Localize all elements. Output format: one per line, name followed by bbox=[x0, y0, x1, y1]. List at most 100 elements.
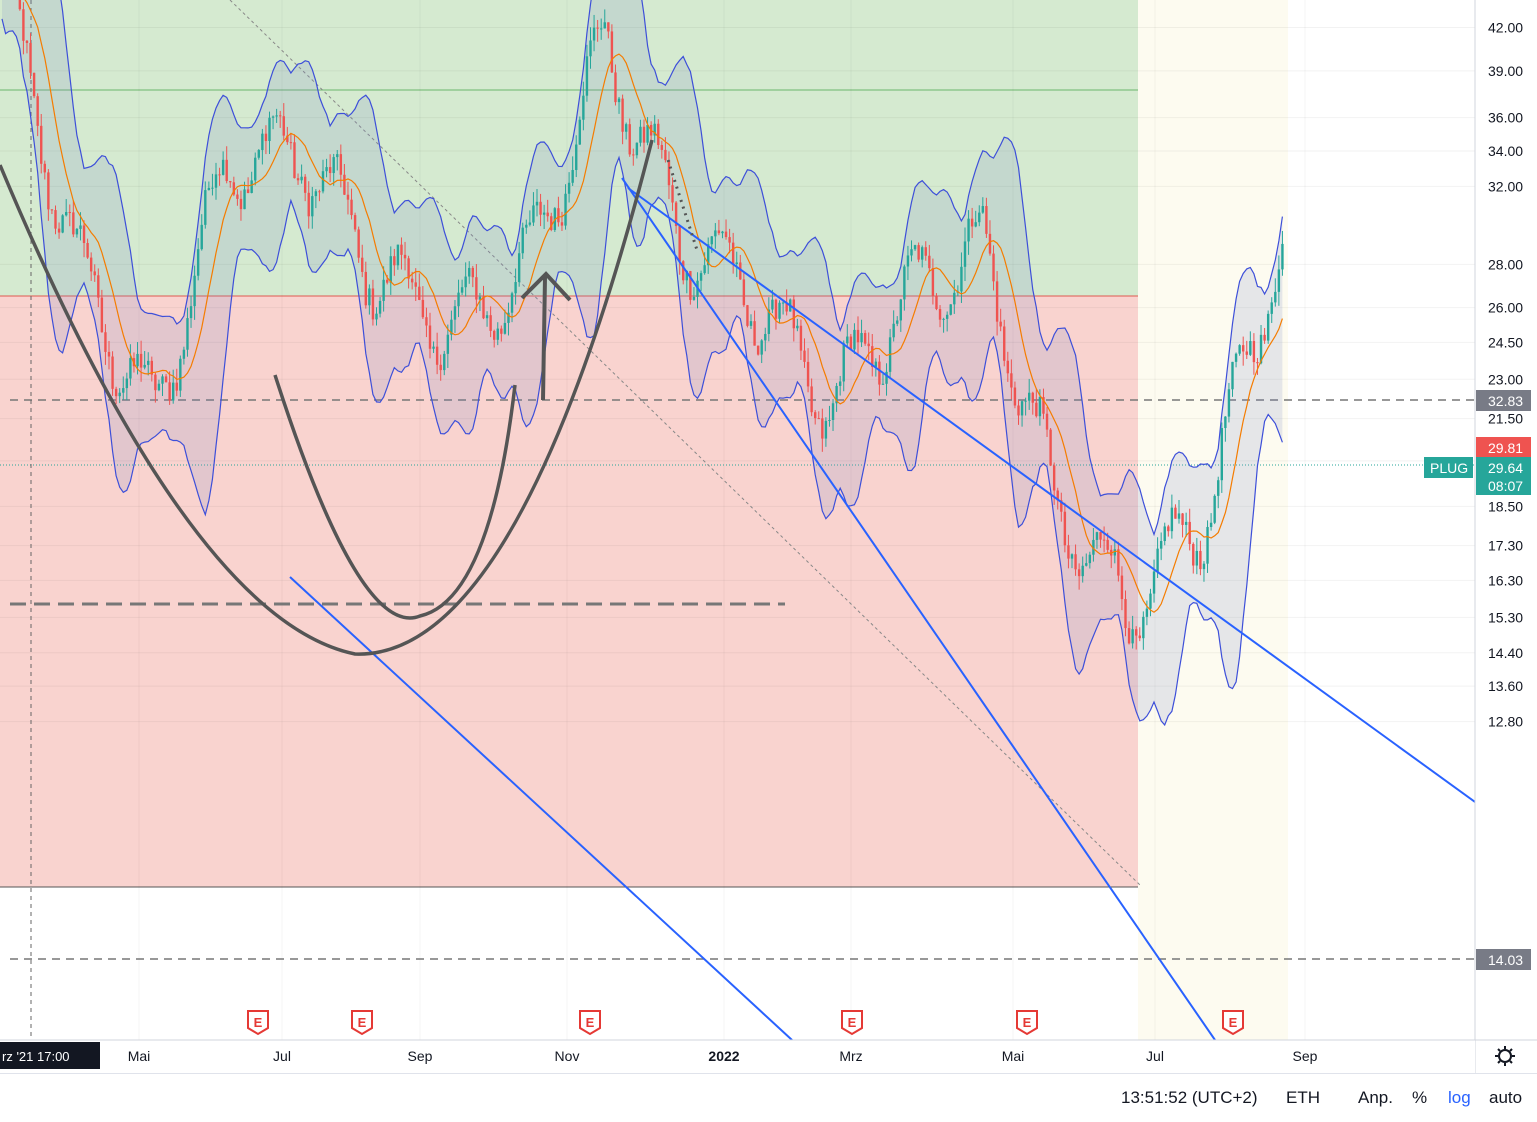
candle-body bbox=[970, 218, 974, 227]
candle-body bbox=[111, 356, 114, 389]
svg-text:rz '21 17:00: rz '21 17:00 bbox=[2, 1049, 70, 1064]
candle-body bbox=[271, 116, 275, 118]
trendline-steep[interactable] bbox=[621, 177, 1216, 1040]
candle-body bbox=[382, 279, 385, 301]
candle-body bbox=[189, 306, 193, 319]
status-bar: 13:51:52 (UTC+2) ETH Anp. % log auto bbox=[0, 1073, 1537, 1122]
candle-body bbox=[953, 292, 956, 305]
price-axis[interactable]: 60.0056.0052.0048.0045.0042.0039.0036.00… bbox=[1424, 0, 1537, 1073]
candle-body bbox=[928, 255, 931, 269]
earnings-marker-label: E bbox=[254, 1015, 263, 1030]
gear-icon[interactable] bbox=[1498, 1049, 1512, 1063]
candle-body bbox=[1081, 565, 1084, 577]
earnings-marker[interactable]: E bbox=[1222, 1010, 1244, 1036]
candle-body bbox=[664, 149, 667, 161]
candle-body bbox=[300, 176, 303, 181]
candle-body bbox=[414, 282, 417, 287]
candle-body bbox=[439, 364, 442, 371]
time-tick-label: Sep bbox=[408, 1048, 433, 1064]
candle-body bbox=[1003, 326, 1006, 361]
candle-body bbox=[172, 382, 175, 401]
candle-body bbox=[1049, 429, 1052, 466]
candle-body bbox=[75, 228, 79, 235]
candle-body bbox=[1067, 545, 1070, 559]
candle-body bbox=[1099, 532, 1102, 540]
candle-body bbox=[1149, 593, 1152, 609]
candle-body bbox=[806, 361, 810, 387]
candle-body bbox=[446, 334, 450, 354]
clock[interactable]: 13:51:52 (UTC+2) bbox=[1121, 1088, 1258, 1107]
candle-body bbox=[764, 333, 767, 341]
earnings-marker[interactable]: E bbox=[1016, 1010, 1038, 1036]
candle-body bbox=[1188, 521, 1191, 545]
candle-body bbox=[257, 150, 260, 158]
candle-body bbox=[945, 314, 949, 319]
candle-body bbox=[921, 247, 924, 260]
candle-body bbox=[557, 208, 560, 223]
cup-curve-large[interactable] bbox=[0, 139, 654, 656]
time-tick-label: Jul bbox=[1146, 1048, 1164, 1064]
candle-body bbox=[221, 159, 225, 175]
candle-body bbox=[218, 174, 221, 176]
candle-body bbox=[122, 388, 125, 393]
earnings-marker[interactable]: E bbox=[351, 1010, 373, 1036]
log-toggle[interactable]: log bbox=[1448, 1088, 1471, 1107]
candle-body bbox=[1063, 511, 1067, 546]
candle-body bbox=[428, 325, 432, 349]
candle-body bbox=[753, 321, 756, 346]
candle-body bbox=[143, 364, 146, 368]
candle-body bbox=[464, 276, 467, 288]
settings-button[interactable] bbox=[1495, 1046, 1515, 1066]
earnings-marker[interactable]: E bbox=[841, 1010, 863, 1036]
candle-body bbox=[903, 266, 906, 300]
earnings-marker[interactable]: E bbox=[247, 1010, 269, 1036]
candle-body bbox=[1131, 629, 1134, 644]
dotted-diagonal[interactable] bbox=[229, 0, 1141, 886]
candle-body bbox=[393, 256, 396, 266]
trendline-descending[interactable] bbox=[627, 187, 1475, 803]
candle-body bbox=[225, 159, 228, 182]
candle-body bbox=[400, 244, 403, 255]
candle-body bbox=[496, 328, 499, 340]
candle-body bbox=[567, 182, 571, 194]
candle-body bbox=[575, 144, 578, 170]
candle-body bbox=[350, 199, 353, 216]
candle-body bbox=[1195, 550, 1199, 566]
time-axis[interactable]: rz '21 17:00 Mai Jul Sep Nov 2022 Mrz Mai Jul Se… bbox=[0, 1039, 1537, 1073]
candle-body bbox=[874, 361, 878, 367]
candle-body bbox=[607, 22, 610, 32]
price-tick-label: 24.50 bbox=[1488, 334, 1523, 350]
earnings-marker-label: E bbox=[1023, 1015, 1032, 1030]
candle-body bbox=[849, 336, 853, 350]
candle-body bbox=[1024, 400, 1027, 402]
price-tick-label: 39.00 bbox=[1488, 63, 1523, 79]
candle-body bbox=[635, 142, 639, 156]
percent-toggle[interactable]: % bbox=[1412, 1088, 1428, 1107]
dotted-drawing[interactable] bbox=[666, 159, 699, 251]
candles[interactable] bbox=[1, 0, 1284, 650]
upper-level-label: 32.83 bbox=[1476, 390, 1531, 411]
adjust-toggle[interactable]: Anp. bbox=[1358, 1088, 1393, 1107]
up-arrow-drawing[interactable] bbox=[520, 271, 572, 401]
candle-body bbox=[239, 198, 243, 210]
candle-body bbox=[910, 249, 913, 256]
candle-body bbox=[54, 210, 57, 229]
candle-body bbox=[214, 174, 218, 188]
candle-body bbox=[692, 296, 696, 300]
candle-body bbox=[871, 346, 874, 367]
candle-body bbox=[1102, 539, 1106, 541]
auto-toggle[interactable]: auto bbox=[1489, 1088, 1523, 1107]
earnings-marker[interactable]: E bbox=[579, 1010, 601, 1036]
candle-body bbox=[560, 222, 564, 226]
price-tick-label: 18.50 bbox=[1488, 498, 1523, 514]
candle-body bbox=[642, 126, 646, 143]
session-toggle[interactable]: ETH bbox=[1286, 1088, 1320, 1107]
cup-curve-small[interactable] bbox=[273, 374, 517, 620]
candle-body bbox=[1145, 608, 1149, 617]
candle-body bbox=[107, 351, 111, 357]
candle-body bbox=[1256, 362, 1259, 364]
candle-body bbox=[1167, 526, 1170, 532]
